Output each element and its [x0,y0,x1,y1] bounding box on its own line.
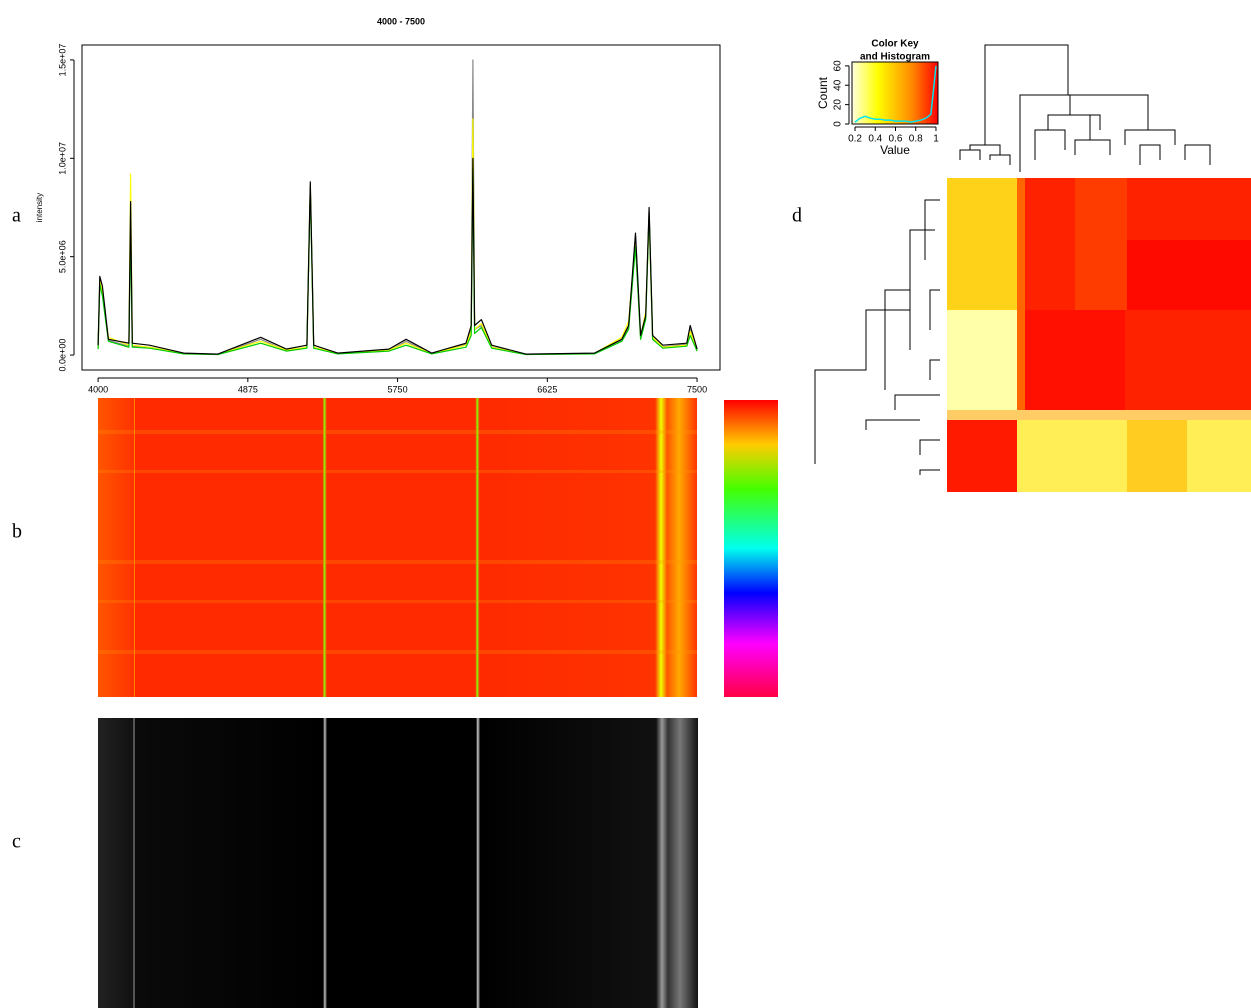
x-tick-label: 0.8 [909,134,923,145]
series-line [854,65,937,123]
y-tick-label: 1.0e+07 [57,142,67,175]
chart-title: Color Key [871,39,919,50]
y-tick-label: 5.0e+06 [57,240,67,273]
color-bar [724,400,778,697]
y-tick-label: 20 [833,99,844,111]
x-axis-label: Value [880,143,910,157]
series-line [97,59,698,355]
y-tick-label: 60 [833,60,844,72]
series-line [97,157,698,355]
series-line [97,167,698,356]
y-axis-label: Count [816,76,830,109]
chart-subtitle: and Histogram [860,52,930,63]
series-line [97,118,698,355]
heatmap-d [947,178,1251,492]
x-tick-label: 0.4 [868,134,882,145]
x-tick-label: 5750 [388,384,408,394]
x-tick-label: 6625 [537,384,557,394]
x-tick-label: 7500 [687,384,707,394]
color-key [852,62,938,124]
y-axis-label: intensity [35,193,44,222]
plot-frame [81,44,721,371]
panel-label: a [12,205,21,227]
y-tick-label: 40 [833,79,844,91]
panel-label: d [792,205,802,227]
heatmap-c [98,718,698,1008]
chart-title: 4000 - 7500 [377,16,425,26]
plot-frame [851,61,939,125]
x-tick-label: 4000 [88,384,108,394]
heatmap-b [98,398,697,697]
panel-label: c [12,831,21,853]
dendrogram [814,44,1211,475]
x-tick-label: 0.6 [889,134,903,145]
x-tick-label: 0.2 [848,134,862,145]
heatmap-rows [98,430,697,654]
y-tick-label: 1.5e+07 [57,44,67,77]
y-tick-label: 0.0e+00 [57,339,67,372]
y-tick-label: 0 [833,121,844,127]
x-tick-label: 4875 [238,384,258,394]
panel-label: b [12,521,22,543]
x-tick-label: 1 [933,134,939,145]
